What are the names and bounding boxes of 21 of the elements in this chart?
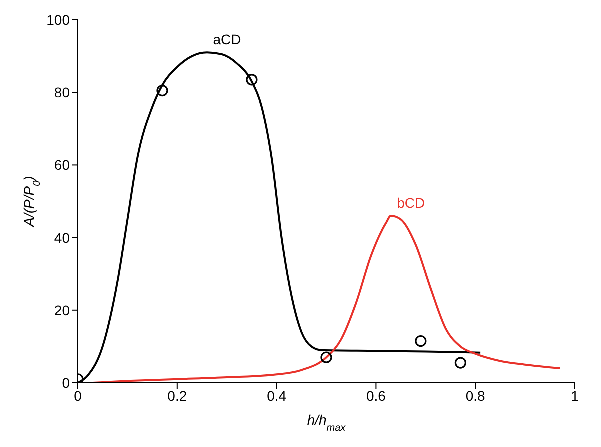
series-label: aCD: [213, 32, 242, 48]
series-label: bCD: [397, 195, 426, 212]
point: [246, 74, 258, 86]
x-tick-label: 0.8: [466, 388, 486, 404]
y-tick-label: 80: [54, 84, 70, 101]
y-tick-label: 60: [54, 157, 70, 174]
line-series: [92, 215, 562, 383]
y-tick-label: 0: [62, 374, 70, 391]
x-tick-label: 1: [571, 388, 580, 404]
point: [156, 84, 168, 97]
y-tick-label: 100: [46, 12, 70, 28]
x-axis-title: h/h$_{max}$: [307, 412, 347, 434]
point: [454, 357, 466, 369]
y-tick-label: 40: [54, 230, 70, 246]
y-tick-label: 20: [54, 302, 70, 318]
x-tick-label: 0.4: [267, 388, 287, 404]
x-tick-label: 0.2: [168, 388, 188, 404]
x-tick-label: 0.6: [366, 388, 386, 404]
x-tick-label: 0: [74, 388, 82, 404]
point: [415, 335, 427, 348]
point: [320, 352, 332, 364]
